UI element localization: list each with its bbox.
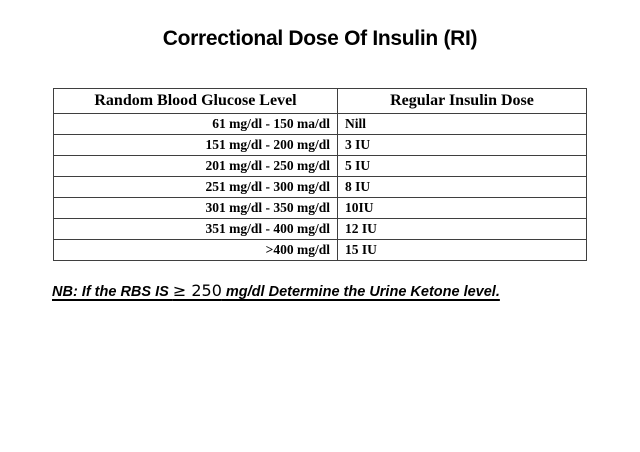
insulin-dose-cell: 15 IU <box>337 239 587 261</box>
insulin-dose-cell: 3 IU <box>337 134 587 156</box>
note: NB: If the RBS IS ≥ 250 mg/dl Determine … <box>52 281 500 300</box>
note-prefix: NB: If the RBS IS <box>52 284 173 300</box>
glucose-range-cell: >400 mg/dl <box>53 239 338 261</box>
column-header-insulin-dose: Regular Insulin Dose <box>337 88 587 114</box>
glucose-range-cell: 201 mg/dl - 250 mg/dl <box>53 155 338 177</box>
glucose-range-cell: 251 mg/dl - 300 mg/dl <box>53 176 338 198</box>
table-row: 151 mg/dl - 200 mg/dl 3 IU <box>53 134 587 156</box>
table-row: >400 mg/dl 15 IU <box>53 239 587 261</box>
insulin-dose-cell: 12 IU <box>337 218 587 240</box>
glucose-range-cell: 61 mg/dl - 150 ma/dl <box>53 113 338 135</box>
insulin-dose-cell: 5 IU <box>337 155 587 177</box>
glucose-range-cell: 351 mg/dl - 400 mg/dl <box>53 218 338 240</box>
table-header-row: Random Blood Glucose Level Regular Insul… <box>53 88 587 114</box>
table-row: 301 mg/dl - 350 mg/dl 10IU <box>53 197 587 219</box>
insulin-dose-cell: Nill <box>337 113 587 135</box>
table-row: 351 mg/dl - 400 mg/dl 12 IU <box>53 218 587 240</box>
table-row: 251 mg/dl - 300 mg/dl 8 IU <box>53 176 587 198</box>
glucose-range-cell: 301 mg/dl - 350 mg/dl <box>53 197 338 219</box>
page-title: Correctional Dose Of Insulin (RI) <box>162 27 478 50</box>
insulin-dose-cell: 10IU <box>337 197 587 219</box>
insulin-dose-table: Random Blood Glucose Level Regular Insul… <box>53 88 587 261</box>
column-header-glucose-level: Random Blood Glucose Level <box>53 88 338 114</box>
note-suffix: mg/dl Determine the Urine Ketone level. <box>221 284 500 300</box>
table-row: 201 mg/dl - 250 mg/dl 5 IU <box>53 155 587 177</box>
insulin-dose-cell: 8 IU <box>337 176 587 198</box>
note-math-threshold: ≥ 250 <box>172 281 222 300</box>
table-row: 61 mg/dl - 150 ma/dl Nill <box>53 113 587 135</box>
glucose-range-cell: 151 mg/dl - 200 mg/dl <box>53 134 338 156</box>
